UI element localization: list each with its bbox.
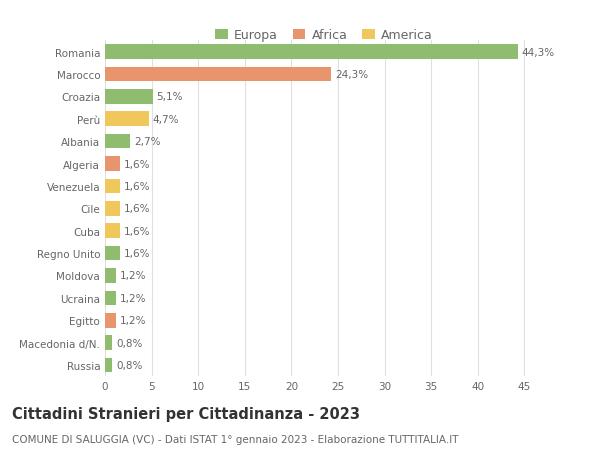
Bar bbox=[105, 246, 120, 261]
Text: COMUNE DI SALUGGIA (VC) - Dati ISTAT 1° gennaio 2023 - Elaborazione TUTTITALIA.I: COMUNE DI SALUGGIA (VC) - Dati ISTAT 1° … bbox=[12, 434, 458, 444]
Text: 4,7%: 4,7% bbox=[152, 114, 179, 124]
Text: Cittadini Stranieri per Cittadinanza - 2023: Cittadini Stranieri per Cittadinanza - 2… bbox=[12, 406, 360, 421]
Text: 1,6%: 1,6% bbox=[124, 248, 150, 258]
Text: 1,6%: 1,6% bbox=[124, 226, 150, 236]
Text: 0,8%: 0,8% bbox=[116, 360, 143, 370]
Bar bbox=[105, 358, 112, 372]
Bar bbox=[105, 224, 120, 238]
Text: 1,2%: 1,2% bbox=[120, 315, 146, 325]
Text: 1,6%: 1,6% bbox=[124, 159, 150, 169]
Bar bbox=[105, 45, 518, 60]
Bar bbox=[105, 90, 152, 104]
Text: 44,3%: 44,3% bbox=[521, 47, 554, 57]
Text: 1,2%: 1,2% bbox=[120, 293, 146, 303]
Legend: Europa, Africa, America: Europa, Africa, America bbox=[215, 29, 433, 42]
Bar bbox=[105, 67, 331, 82]
Bar bbox=[105, 134, 130, 149]
Bar bbox=[105, 112, 149, 127]
Text: 1,6%: 1,6% bbox=[124, 181, 150, 191]
Text: 1,2%: 1,2% bbox=[120, 271, 146, 281]
Bar bbox=[105, 313, 116, 328]
Text: 0,8%: 0,8% bbox=[116, 338, 143, 348]
Bar bbox=[105, 336, 112, 350]
Bar bbox=[105, 157, 120, 171]
Text: 1,6%: 1,6% bbox=[124, 204, 150, 214]
Text: 5,1%: 5,1% bbox=[156, 92, 183, 102]
Bar bbox=[105, 269, 116, 283]
Text: 2,7%: 2,7% bbox=[134, 137, 160, 147]
Bar bbox=[105, 202, 120, 216]
Text: 24,3%: 24,3% bbox=[335, 70, 368, 80]
Bar bbox=[105, 179, 120, 194]
Bar bbox=[105, 291, 116, 305]
